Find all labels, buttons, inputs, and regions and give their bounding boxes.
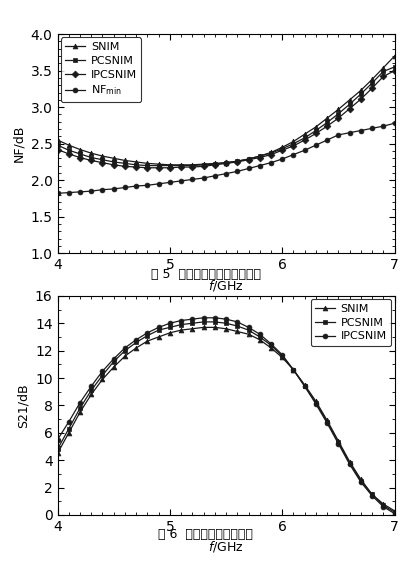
X-axis label: $f$/GHz: $f$/GHz	[208, 278, 244, 292]
Text: 图 5  噪声性能随频率变化对比: 图 5 噪声性能随频率变化对比	[150, 268, 261, 281]
Text: 图 6  增益随频率变化对比: 图 6 增益随频率变化对比	[158, 529, 253, 541]
Legend: SNIM, PCSNIM, IPCSNIM, NF$_{\mathrm{min}}$: SNIM, PCSNIM, IPCSNIM, NF$_{\mathrm{min}…	[61, 38, 141, 102]
X-axis label: $f$/GHz: $f$/GHz	[208, 539, 244, 554]
Y-axis label: S21/dB: S21/dB	[16, 383, 29, 428]
Legend: SNIM, PCSNIM, IPCSNIM: SNIM, PCSNIM, IPCSNIM	[311, 299, 391, 346]
Y-axis label: NF/dB: NF/dB	[12, 125, 25, 162]
